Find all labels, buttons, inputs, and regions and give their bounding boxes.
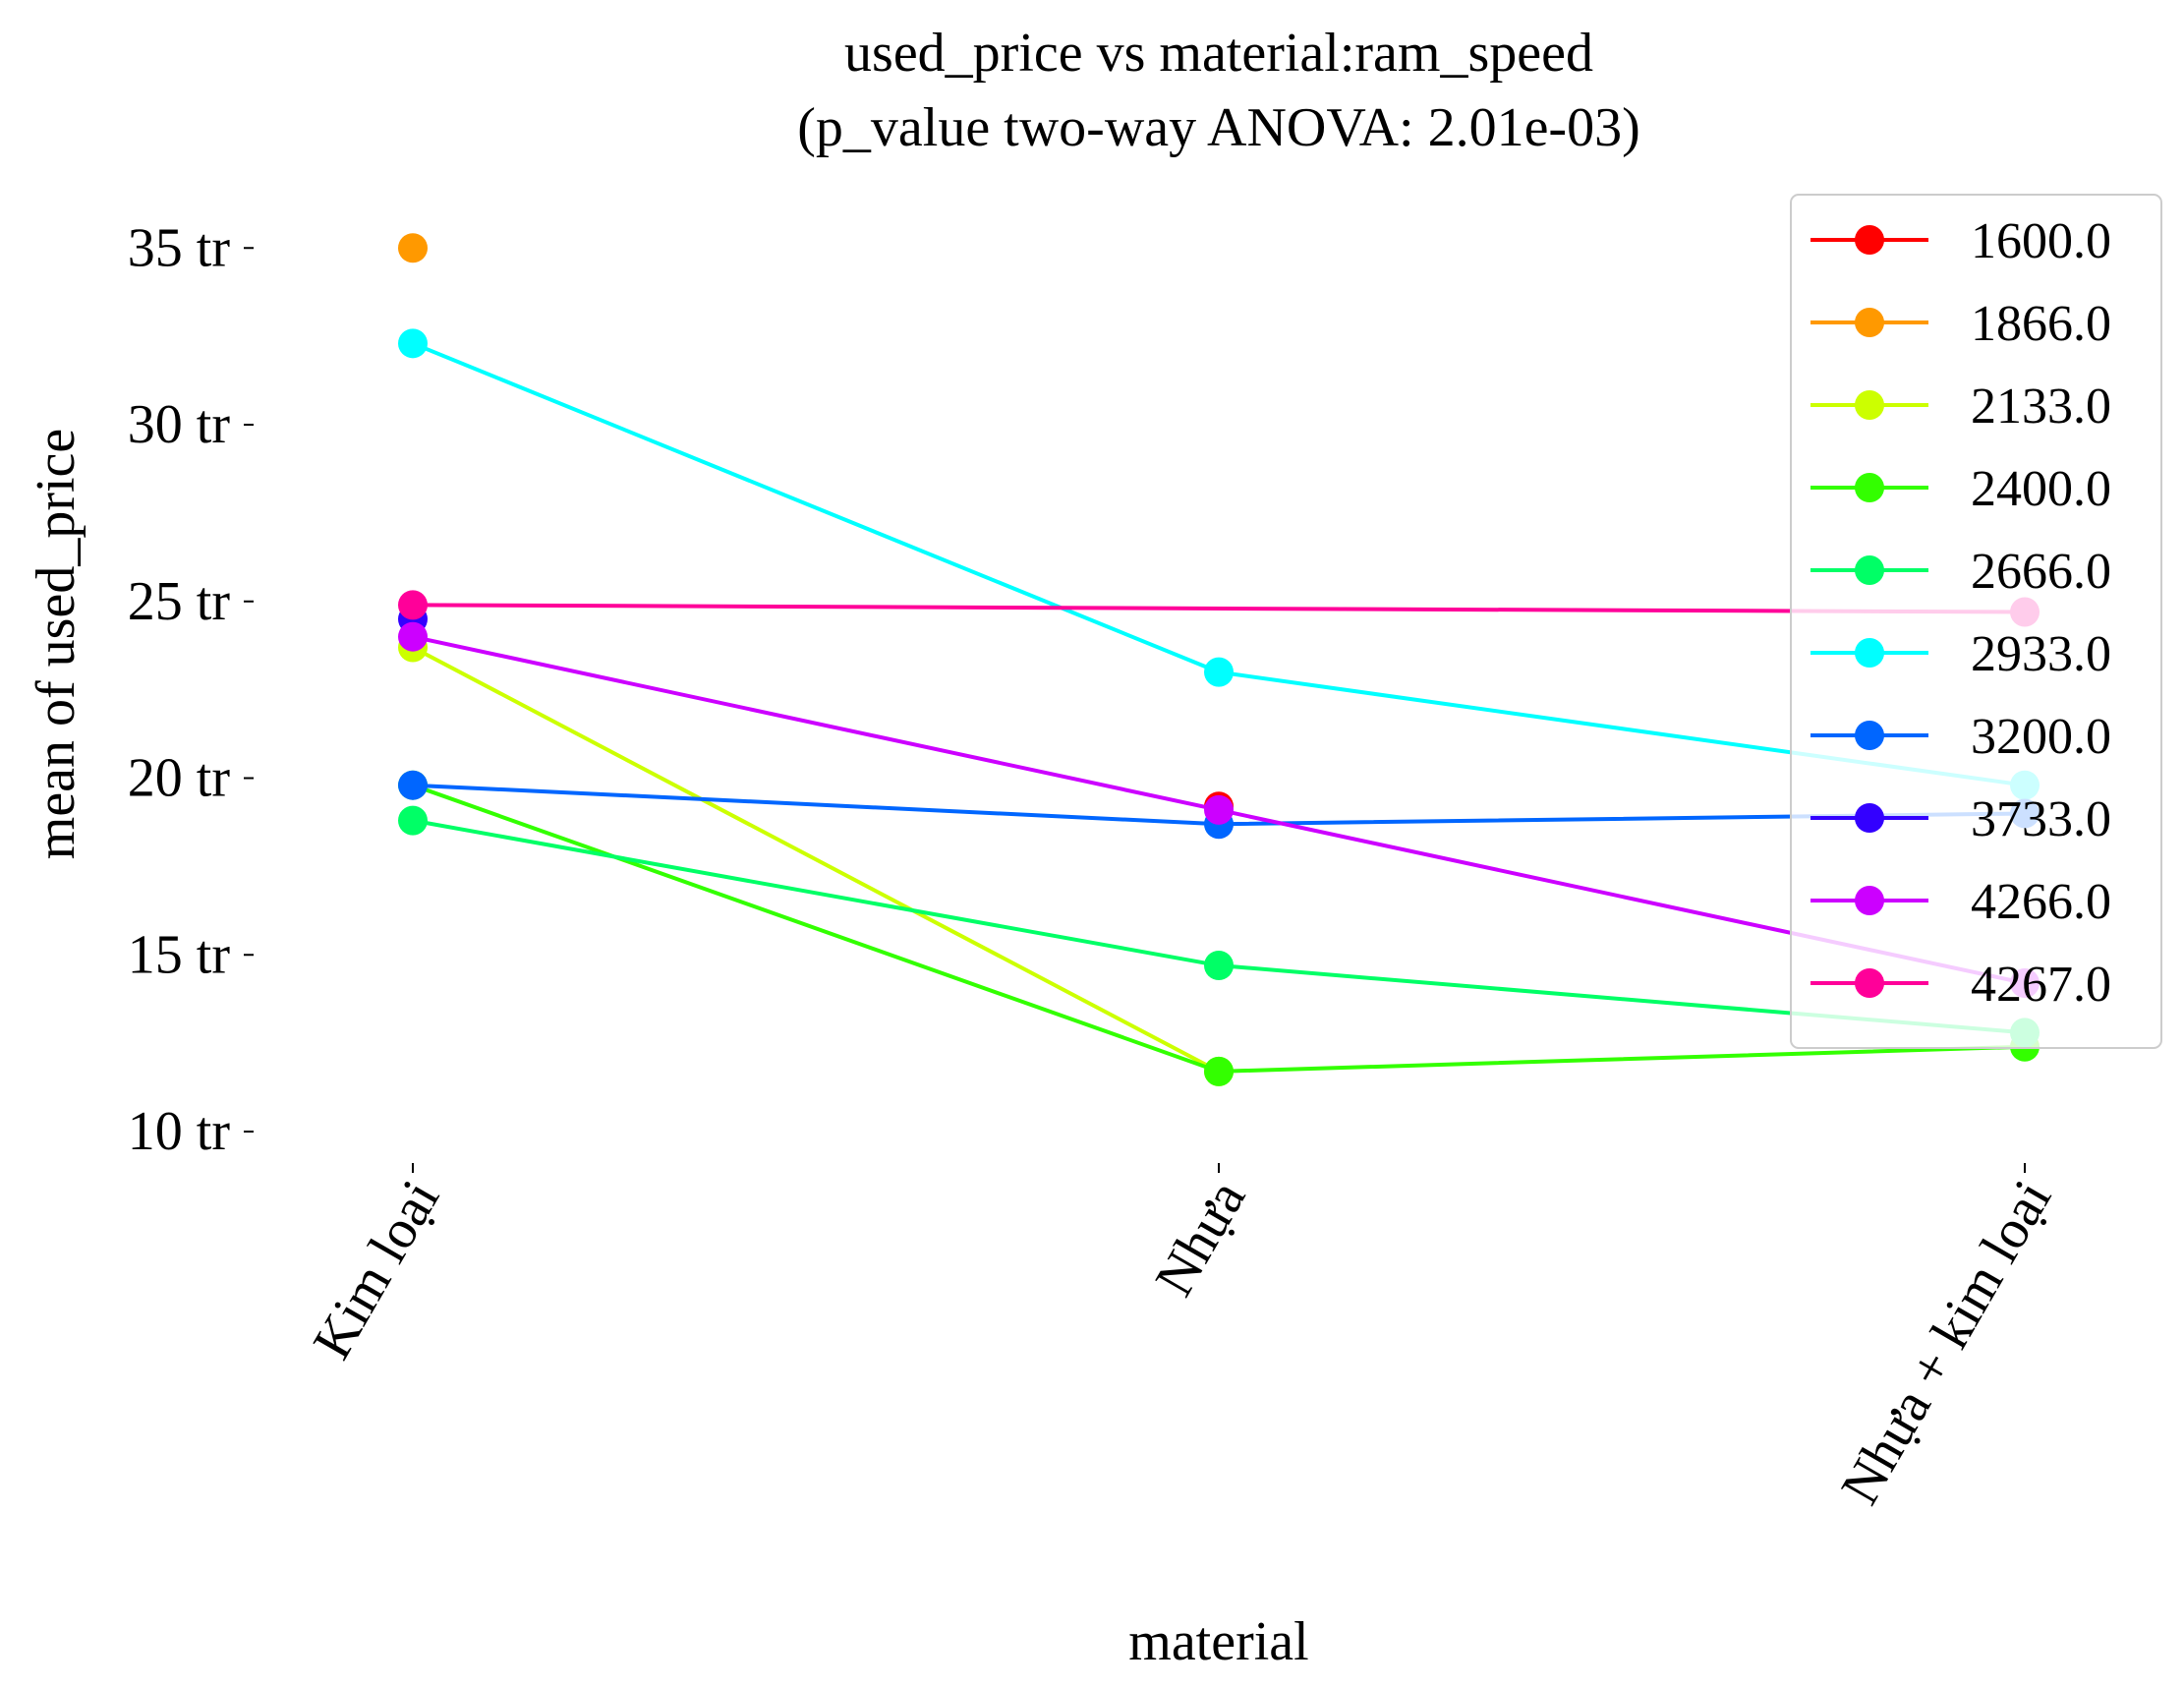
y-tick-label: 25 tr bbox=[128, 571, 231, 632]
legend-label: 1866.0 bbox=[1971, 296, 2111, 352]
legend-label: 3733.0 bbox=[1971, 791, 2111, 847]
legend-marker bbox=[1855, 555, 1884, 585]
legend-label: 2933.0 bbox=[1971, 626, 2111, 682]
data-point-2933-0 bbox=[398, 328, 428, 359]
y-axis: 10 tr 15 tr 20 tr 25 tr 30 tr 35 tr bbox=[128, 217, 254, 1162]
legend-item-2400-0: 2400.0 bbox=[1810, 461, 2111, 517]
series-1866-0 bbox=[398, 233, 428, 263]
legend-label: 1600.0 bbox=[1971, 213, 2111, 269]
data-point-2400-0 bbox=[1204, 1056, 1234, 1086]
data-point-2666-0 bbox=[398, 805, 428, 836]
legend-item-3733-0: 3733.0 bbox=[1810, 791, 2111, 847]
series-line-2133-0 bbox=[412, 645, 1220, 1074]
chart-title-line1: used_price vs material:ram_speed bbox=[844, 23, 1593, 84]
legend-item-2933-0: 2933.0 bbox=[1810, 626, 2111, 682]
legend-marker bbox=[1855, 308, 1884, 337]
x-tick-label-kim-loai: Kim loại bbox=[302, 1171, 451, 1369]
y-axis-title: mean of used_price bbox=[26, 429, 86, 859]
legend-item-3200-0: 3200.0 bbox=[1810, 709, 2111, 765]
legend: 1600.0 1866.0 2133.0 2400.0 2666.0 2933.0 3200… bbox=[1790, 194, 2162, 1049]
y-tick-label: 20 tr bbox=[128, 748, 231, 809]
data-point-2666-0 bbox=[1204, 951, 1234, 981]
legend-marker bbox=[1855, 886, 1884, 915]
legend-item-1600-0: 1600.0 bbox=[1810, 213, 2111, 269]
legend-item-1866-0: 1866.0 bbox=[1810, 296, 2111, 352]
y-tick-label: 10 tr bbox=[128, 1101, 231, 1162]
x-tick-label-nhua-kim-loai: Nhựa + kim loại bbox=[1829, 1171, 2063, 1515]
legend-marker bbox=[1855, 473, 1884, 502]
data-point-1866-0 bbox=[398, 233, 428, 263]
series-line-2933-0 bbox=[412, 341, 2026, 787]
series-line-2666-0 bbox=[412, 818, 2026, 1035]
legend-item-2133-0: 2133.0 bbox=[1810, 378, 2111, 435]
legend-label: 2133.0 bbox=[1971, 378, 2111, 435]
y-tick-label: 30 tr bbox=[128, 394, 231, 455]
series-2133-0 bbox=[398, 632, 1234, 1086]
chart-title-line2: (p_value two-way ANOVA: 2.01e-03) bbox=[797, 97, 1639, 158]
legend-label: 2666.0 bbox=[1971, 544, 2111, 600]
legend-marker bbox=[1855, 721, 1884, 750]
data-point-4267-0 bbox=[398, 590, 428, 620]
legend-item-4267-0: 4267.0 bbox=[1810, 957, 2111, 1013]
legend-marker bbox=[1855, 225, 1884, 255]
x-axis: Kim loại Nhựa Nhựa + kim loại bbox=[302, 1163, 2063, 1514]
legend-marker bbox=[1855, 968, 1884, 998]
data-point-4266-0 bbox=[398, 621, 428, 652]
series-line-4267-0 bbox=[412, 603, 2026, 614]
series-2666-0 bbox=[398, 805, 2040, 1048]
legend-item-4266-0: 4266.0 bbox=[1810, 874, 2111, 930]
legend-marker bbox=[1855, 390, 1884, 420]
legend-marker bbox=[1855, 803, 1884, 833]
data-point-4266-0 bbox=[1204, 794, 1234, 825]
data-point-2933-0 bbox=[1204, 657, 1234, 687]
legend-label: 2400.0 bbox=[1971, 461, 2111, 517]
data-point-3200-0 bbox=[398, 770, 428, 800]
legend-label: 4267.0 bbox=[1971, 957, 2111, 1013]
x-tick-label-nhua: Nhựa bbox=[1144, 1170, 1258, 1306]
legend-label: 4266.0 bbox=[1971, 874, 2111, 930]
y-tick-label: 15 tr bbox=[128, 924, 231, 985]
legend-item-2666-0: 2666.0 bbox=[1810, 544, 2111, 600]
legend-marker bbox=[1855, 638, 1884, 668]
plot-series bbox=[398, 233, 2040, 1086]
legend-label: 3200.0 bbox=[1971, 709, 2111, 765]
y-tick-label: 35 tr bbox=[128, 217, 231, 278]
x-axis-title: material bbox=[1128, 1611, 1308, 1672]
